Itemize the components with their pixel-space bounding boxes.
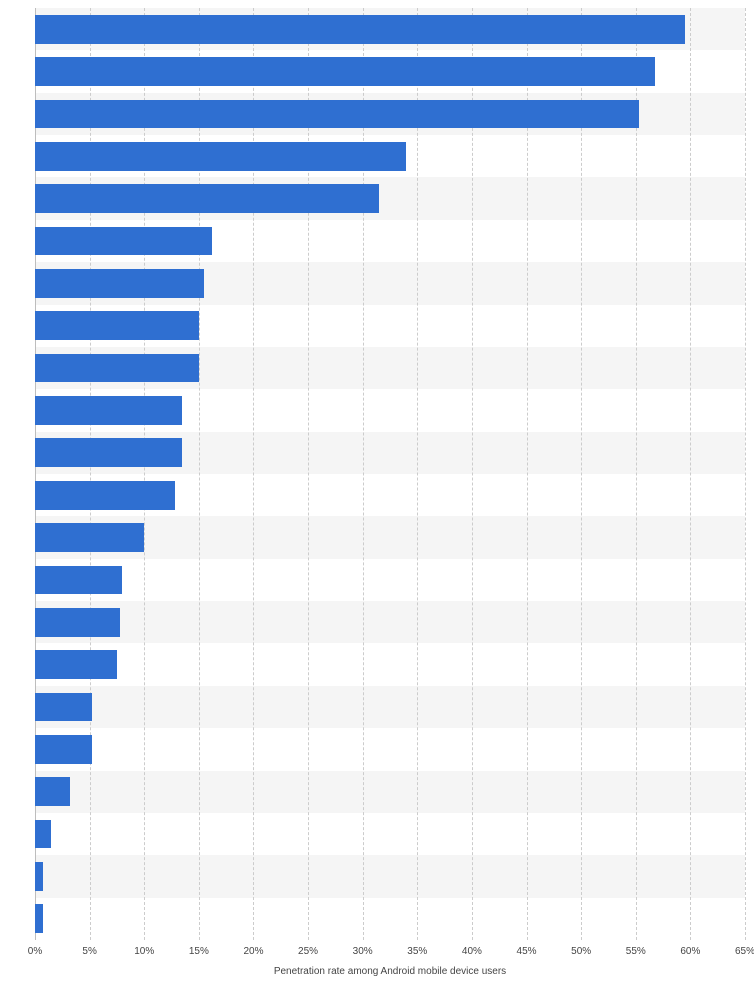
x-tick-label: 20% bbox=[243, 946, 263, 957]
x-tick-label: 10% bbox=[134, 946, 154, 957]
plot-area bbox=[35, 8, 745, 940]
x-tick-label: 65% bbox=[735, 946, 754, 957]
bar bbox=[35, 269, 204, 298]
bar-row bbox=[35, 777, 745, 806]
bar bbox=[35, 227, 212, 256]
bar-row bbox=[35, 608, 745, 637]
bar bbox=[35, 311, 199, 340]
bar bbox=[35, 57, 655, 86]
bar-row bbox=[35, 269, 745, 298]
x-tick-label: 40% bbox=[462, 946, 482, 957]
bar bbox=[35, 396, 182, 425]
x-tick-label: 50% bbox=[571, 946, 591, 957]
bar bbox=[35, 523, 144, 552]
grid-line bbox=[745, 8, 746, 940]
bar-row bbox=[35, 100, 745, 129]
bar-row bbox=[35, 820, 745, 849]
bar-row bbox=[35, 481, 745, 510]
bar bbox=[35, 693, 92, 722]
x-axis-label: Penetration rate among Android mobile de… bbox=[274, 966, 506, 977]
bar bbox=[35, 904, 43, 933]
bar-row bbox=[35, 566, 745, 595]
x-tick-label: 35% bbox=[407, 946, 427, 957]
x-tick-label: 55% bbox=[626, 946, 646, 957]
bar-row bbox=[35, 354, 745, 383]
x-tick-label: 25% bbox=[298, 946, 318, 957]
x-tick-label: 5% bbox=[82, 946, 96, 957]
bar bbox=[35, 608, 120, 637]
bar-row bbox=[35, 15, 745, 44]
bar bbox=[35, 820, 51, 849]
bar bbox=[35, 862, 43, 891]
x-tick-label: 45% bbox=[517, 946, 537, 957]
bar-row bbox=[35, 862, 745, 891]
bar-row bbox=[35, 227, 745, 256]
bar bbox=[35, 438, 182, 467]
bar-row bbox=[35, 693, 745, 722]
bar-row bbox=[35, 142, 745, 171]
x-tick-label: 60% bbox=[680, 946, 700, 957]
bar-row bbox=[35, 650, 745, 679]
bar-row bbox=[35, 904, 745, 933]
bar bbox=[35, 735, 92, 764]
x-tick-label: 30% bbox=[353, 946, 373, 957]
bar bbox=[35, 354, 199, 383]
bar-row bbox=[35, 523, 745, 552]
bar bbox=[35, 777, 70, 806]
bar bbox=[35, 184, 379, 213]
bar-row bbox=[35, 311, 745, 340]
bar bbox=[35, 15, 685, 44]
penetration-bar-chart: 0% 5% 10% 15% 20% 25% 30% 35% 40% 45% 50% 55% 60% 65%… bbox=[0, 0, 754, 990]
x-tick-label: 0% bbox=[28, 946, 42, 957]
bar-row bbox=[35, 184, 745, 213]
bar-row bbox=[35, 735, 745, 764]
bar-row bbox=[35, 57, 745, 86]
bar-row bbox=[35, 438, 745, 467]
bar bbox=[35, 142, 406, 171]
bar bbox=[35, 566, 122, 595]
bar-row bbox=[35, 396, 745, 425]
bar bbox=[35, 481, 175, 510]
bar bbox=[35, 100, 639, 129]
x-tick-label: 15% bbox=[189, 946, 209, 957]
bar bbox=[35, 650, 117, 679]
